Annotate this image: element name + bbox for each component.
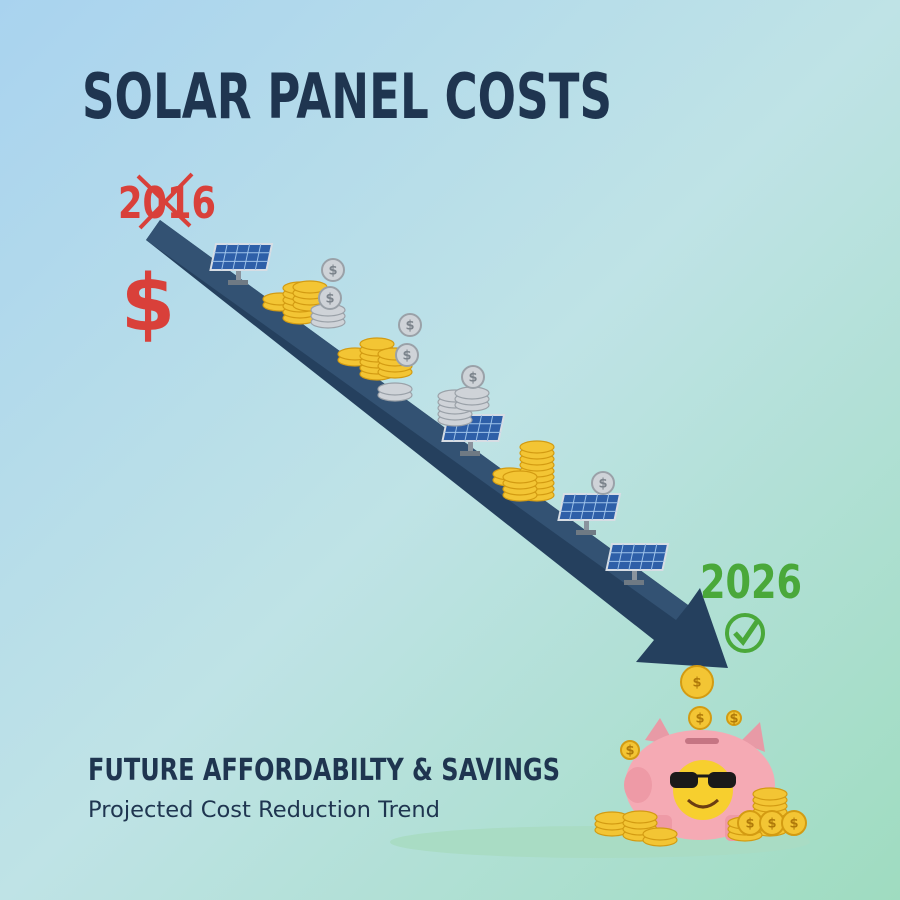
panel-body: [209, 243, 274, 271]
panel-grid: [580, 494, 587, 520]
panel-grid: [591, 494, 599, 520]
coin-stack: [377, 382, 413, 396]
panel-body: [605, 543, 670, 571]
solar-panel: [557, 493, 622, 535]
panel-grid: [650, 544, 658, 570]
panel-base: [460, 451, 480, 456]
panel-grid: [232, 244, 239, 270]
panel-post: [468, 437, 473, 453]
panel-grid: [602, 494, 610, 520]
end-year: 2026: [700, 555, 802, 609]
coin-symbol: $: [328, 264, 337, 279]
check-circle: [725, 613, 765, 653]
panel-body: [557, 493, 622, 521]
panel-base: [228, 280, 248, 285]
coin-symbol: $: [692, 676, 701, 691]
tagline: Projected Cost Reduction Trend: [88, 798, 440, 823]
decorations: $ $ $ $ $ $: [209, 243, 670, 585]
panel-grid: [639, 544, 647, 570]
panel-grid: [617, 544, 624, 570]
panel-base: [624, 580, 644, 585]
coin: [726, 710, 742, 726]
coin-symbol: $: [729, 712, 738, 727]
sunglasses: [708, 772, 736, 788]
heading: FUTURE AFFORDABILTY & SAVINGS: [88, 753, 560, 788]
arrow-highlight: [146, 220, 688, 620]
panel-grid: [628, 544, 635, 570]
coin-symbol: $: [695, 712, 704, 727]
coin-symbol: $: [745, 817, 754, 832]
panel-face: [605, 543, 670, 571]
panel-grid: [569, 494, 576, 520]
coin-symbol: $: [325, 292, 334, 307]
coin-symbol: $: [625, 744, 634, 759]
coin: [591, 471, 615, 495]
panel-face: [209, 243, 274, 271]
coin-symbol: $: [468, 371, 477, 386]
coin: [781, 810, 807, 836]
coin: [321, 258, 345, 282]
panel-grid: [475, 415, 483, 441]
coin: [620, 740, 640, 760]
coin: [318, 286, 342, 310]
piggy-bank: [390, 718, 810, 858]
start-dollar: $: [121, 259, 175, 349]
smile: [686, 798, 720, 809]
panel-face: [557, 493, 622, 521]
panel-post: [584, 516, 589, 532]
coin: [398, 313, 422, 337]
panel-grid: [221, 244, 228, 270]
coin-symbol: $: [598, 477, 607, 492]
coin: [688, 706, 712, 730]
coin: [395, 343, 419, 367]
coin-slot: [685, 738, 719, 744]
check-mark: [733, 618, 761, 647]
coin-stack: [359, 337, 395, 351]
pig-snout: [624, 767, 652, 803]
panel-grid: [243, 244, 251, 270]
title: SOLAR PANEL COSTS: [82, 60, 612, 133]
panel-grid: [486, 415, 494, 441]
solar-panel: [209, 243, 274, 285]
panel-post: [236, 266, 241, 282]
strike-line: [138, 172, 194, 230]
sunglasses: [670, 772, 698, 788]
panel-post: [632, 566, 637, 582]
decorations-front: $ $ $ $ $ $ $: [594, 665, 807, 847]
solar-panel: [605, 543, 670, 585]
coin-stack: [642, 827, 678, 841]
coin-symbol: $: [789, 817, 798, 832]
coin: [680, 665, 714, 699]
coin-stack: [752, 787, 788, 801]
panel-base: [576, 530, 596, 535]
smiley: [673, 760, 733, 820]
coin-stack: [502, 470, 538, 484]
panel-grid: [254, 244, 262, 270]
coin-symbol: $: [767, 817, 776, 832]
coin-stack: [519, 440, 555, 454]
coin-stack: [622, 810, 658, 824]
coin-symbol: $: [402, 349, 411, 364]
coin-symbol: $: [405, 319, 414, 334]
coin: [461, 365, 485, 389]
